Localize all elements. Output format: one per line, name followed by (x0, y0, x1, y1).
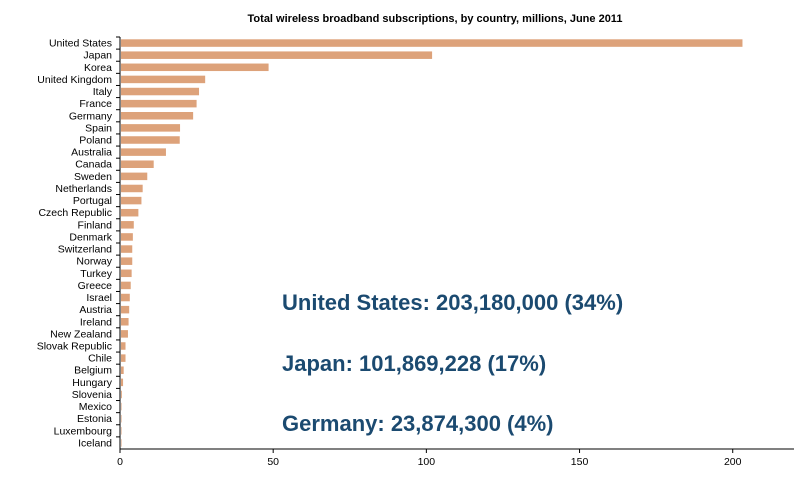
bar-austria (121, 305, 130, 314)
category-label-ireland: Ireland (80, 316, 112, 328)
category-label-spain: Spain (85, 122, 112, 134)
category-label-new-zealand: New Zealand (50, 328, 112, 340)
category-label-portugal: Portugal (73, 195, 112, 207)
category-label-hungary: Hungary (72, 377, 112, 389)
bar-slovenia (121, 390, 122, 399)
category-label-slovenia: Slovenia (72, 389, 112, 401)
category-label-chile: Chile (88, 353, 112, 365)
category-label-luxembourg: Luxembourg (54, 425, 113, 437)
bar-belgium (121, 366, 124, 374)
bar-turkey (121, 269, 132, 278)
bar-hungary (121, 378, 124, 387)
x-tick-label-0: 0 (117, 456, 123, 468)
callout-united-states: United States: 203,180,000 (34%) (282, 290, 624, 315)
bar-iceland (121, 439, 122, 447)
bar-ireland (121, 318, 129, 326)
bar-finland (121, 221, 134, 229)
category-label-canada: Canada (75, 159, 112, 171)
bar-australia (121, 148, 166, 156)
bar-estonia (121, 414, 122, 423)
bar-korea (121, 63, 269, 72)
bar-japan (121, 51, 433, 59)
bar-israel (121, 293, 130, 302)
category-label-switzerland: Switzerland (58, 244, 112, 256)
bar-germany (121, 112, 194, 120)
bar-czech-republic (121, 208, 139, 217)
category-label-japan: Japan (83, 50, 112, 62)
category-label-iceland: Iceland (78, 437, 112, 449)
bar-italy (121, 87, 200, 96)
category-label-australia: Australia (71, 147, 112, 159)
category-label-czech-republic: Czech Republic (38, 207, 112, 219)
category-label-greece: Greece (78, 280, 113, 292)
bar-switzerland (121, 245, 133, 253)
bars-group (121, 39, 743, 447)
bar-chile (121, 354, 126, 362)
bar-united-kingdom (121, 75, 206, 84)
x-tick-label-50: 50 (267, 456, 279, 468)
category-label-sweden: Sweden (74, 171, 112, 183)
category-label-austria: Austria (79, 304, 112, 316)
bar-mexico (121, 402, 122, 411)
category-label-united-kingdom: United Kingdom (37, 74, 112, 86)
category-label-slovak-republic: Slovak Republic (37, 341, 112, 353)
category-label-turkey: Turkey (80, 268, 112, 280)
category-label-united-states: United States (49, 38, 112, 50)
bar-greece (121, 281, 131, 290)
bar-luxembourg (121, 427, 122, 435)
bar-norway (121, 257, 133, 265)
category-label-korea: Korea (84, 62, 112, 74)
x-tick-labels: 0 50 100 150 200 (117, 456, 742, 468)
bar-spain (121, 124, 181, 132)
category-label-germany: Germany (69, 110, 113, 122)
chart-title: Total wireless broadband subscriptions, … (247, 13, 623, 25)
bar-portugal (121, 196, 142, 205)
x-tick-label-100: 100 (418, 456, 436, 468)
x-tick-label-200: 200 (724, 456, 742, 468)
category-label-norway: Norway (76, 256, 112, 268)
bar-canada (121, 160, 154, 168)
bar-poland (121, 136, 180, 144)
category-label-france: France (79, 98, 112, 110)
bar-france (121, 99, 197, 108)
category-label-israel: Israel (86, 292, 112, 304)
callout-japan: Japan: 101,869,228 (17%) (282, 351, 547, 376)
bar-denmark (121, 233, 133, 241)
category-label-denmark: Denmark (69, 231, 112, 243)
bar-sweden (121, 172, 148, 181)
x-tick-label-150: 150 (571, 456, 589, 468)
callout-germany: Germany: 23,874,300 (4%) (282, 411, 554, 436)
bar-slovak-republic (121, 342, 126, 350)
category-label-finland: Finland (78, 219, 113, 231)
category-label-italy: Italy (93, 86, 113, 98)
axes-group (116, 36, 794, 453)
category-label-mexico: Mexico (79, 401, 112, 413)
bar-united-states (121, 39, 743, 47)
bar-netherlands (121, 184, 143, 193)
category-label-belgium: Belgium (74, 365, 112, 377)
bar-new-zealand (121, 330, 128, 338)
category-label-netherlands: Netherlands (55, 183, 112, 195)
category-label-estonia: Estonia (77, 413, 112, 425)
category-label-poland: Poland (79, 135, 112, 147)
